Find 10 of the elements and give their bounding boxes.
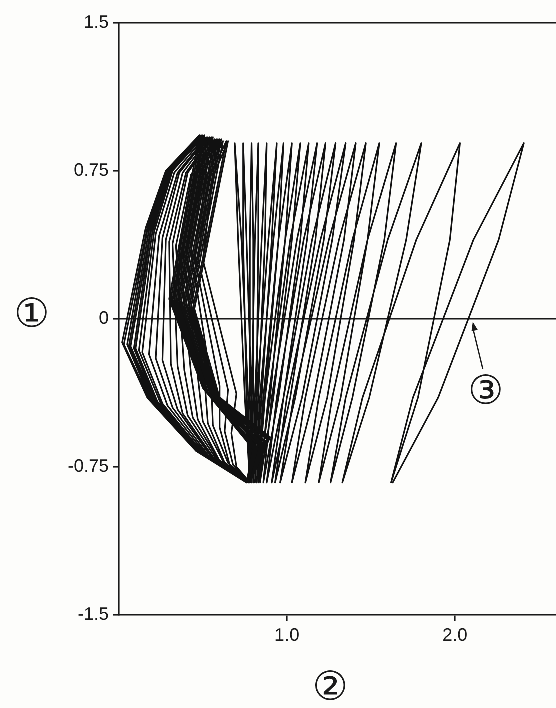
x-tick-label: 1.0	[274, 624, 300, 645]
annotation: ③	[468, 368, 504, 414]
y-tick-label: -0.75	[68, 456, 109, 476]
y-axis-title: ①	[14, 291, 50, 337]
y-tick-label: 0.75	[74, 160, 109, 180]
y-tick-label: 0	[98, 308, 109, 328]
x-tick-label: 2.0	[442, 624, 468, 645]
y-tick-label: -1.5	[78, 604, 109, 624]
x-axis-title: ②	[312, 664, 348, 708]
y-tick-label: 1.5	[84, 12, 109, 32]
